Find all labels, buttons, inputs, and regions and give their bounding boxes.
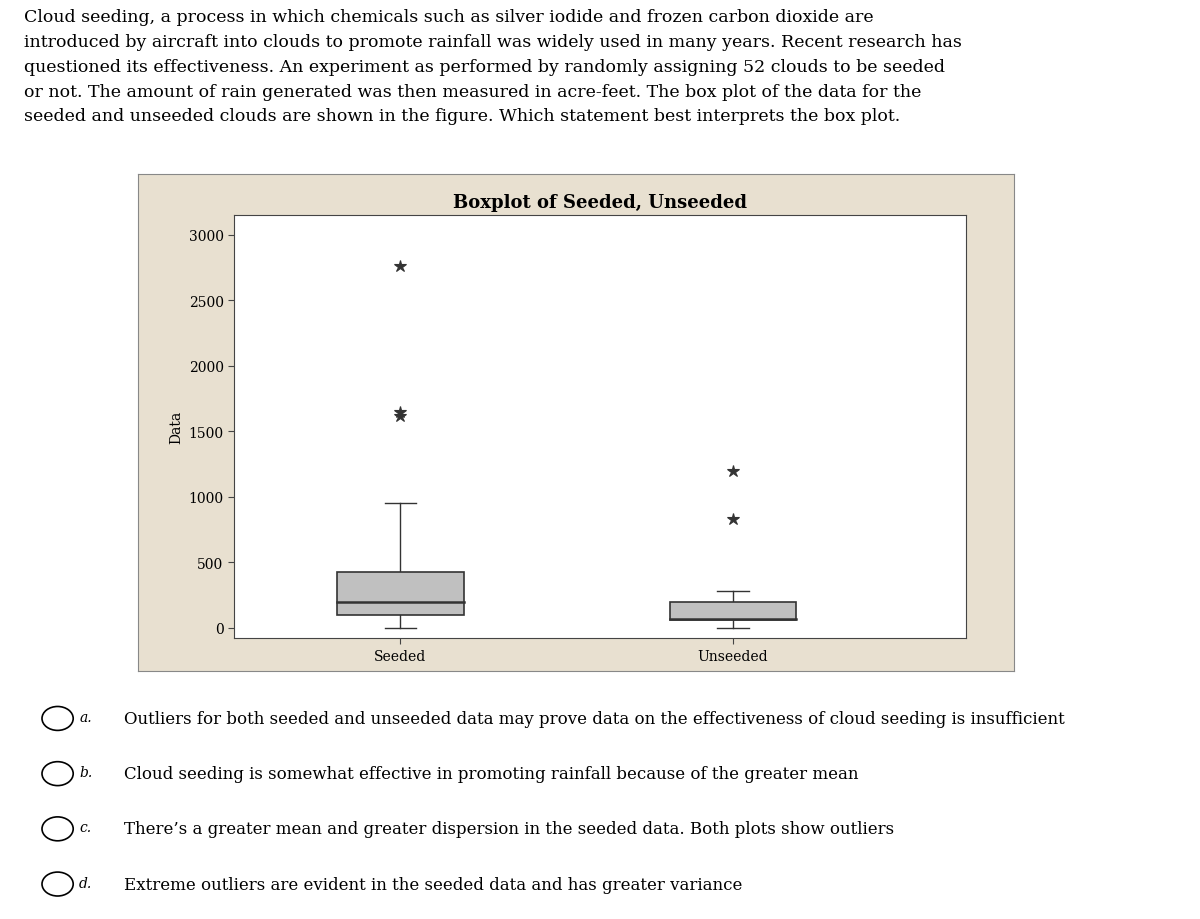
FancyBboxPatch shape — [337, 572, 463, 615]
FancyBboxPatch shape — [670, 602, 797, 620]
Text: Cloud seeding, a process in which chemicals such as silver iodide and frozen car: Cloud seeding, a process in which chemic… — [24, 9, 962, 125]
Text: c.: c. — [79, 821, 91, 834]
Title: Boxplot of Seeded, Unseeded: Boxplot of Seeded, Unseeded — [454, 194, 746, 211]
Text: b.: b. — [79, 766, 92, 779]
Text: There’s a greater mean and greater dispersion in the seeded data. Both plots sho: There’s a greater mean and greater dispe… — [124, 821, 894, 837]
Text: Outliers for both seeded and unseeded data may prove data on the effectiveness o: Outliers for both seeded and unseeded da… — [124, 710, 1064, 727]
Text: d.: d. — [79, 876, 92, 890]
Text: a.: a. — [79, 710, 92, 724]
Text: Cloud seeding is somewhat effective in promoting rainfall because of the greater: Cloud seeding is somewhat effective in p… — [124, 766, 858, 782]
Text: Extreme outliers are evident in the seeded data and has greater variance: Extreme outliers are evident in the seed… — [124, 876, 742, 892]
Y-axis label: Data: Data — [169, 411, 182, 444]
